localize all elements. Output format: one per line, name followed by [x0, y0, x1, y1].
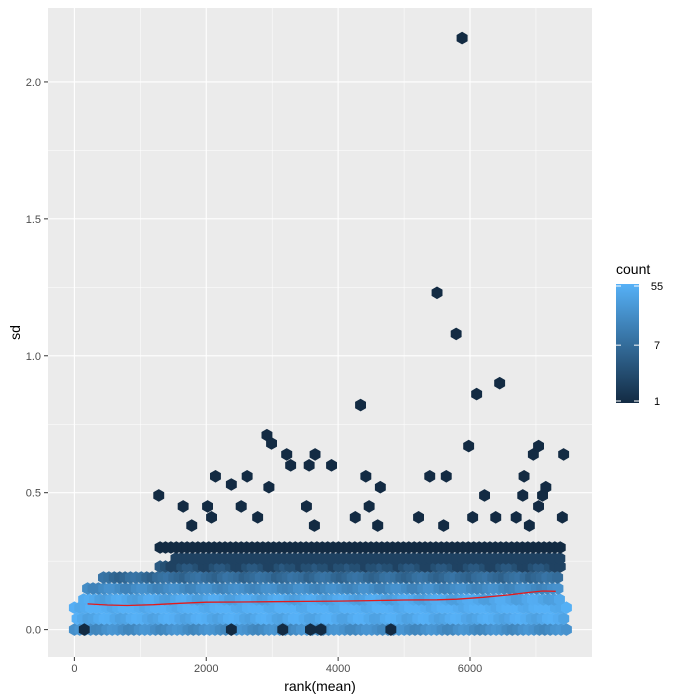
hexbin-cell: [263, 480, 275, 494]
y-tick-label: 1.0: [26, 351, 41, 363]
hexbin-cells: [68, 31, 572, 636]
hexbin-cell: [374, 480, 386, 494]
hexbin-cell: [431, 286, 443, 300]
hexbin-cell: [355, 398, 366, 412]
hexbin-cell: [510, 511, 522, 524]
hexbin-cell: [456, 31, 468, 45]
hexbin-cell: [552, 571, 564, 584]
legend-label: 7: [654, 340, 660, 352]
hexbin-cell: [177, 500, 189, 513]
legend-label: 55: [651, 281, 663, 293]
legend-title: count: [616, 261, 650, 277]
hexbin-cell: [554, 560, 566, 573]
hexbin-cell: [326, 459, 337, 472]
hexbin-cell: [471, 387, 483, 401]
hexbin-cell: [533, 500, 544, 513]
hexbin-cell: [186, 519, 198, 532]
hexbin-cell: [252, 511, 264, 524]
y-axis: 0.0 0.5 1.0 1.5 2.0: [26, 77, 48, 637]
hexbin-cell: [372, 519, 384, 532]
hexbin-cell: [523, 519, 535, 532]
hexbin-cell: [266, 437, 277, 450]
y-tick-label: 2.0: [26, 77, 41, 89]
y-axis-title: sd: [7, 325, 23, 340]
hexbin-cell: [479, 489, 490, 502]
hexbin-cell: [440, 470, 452, 483]
hexbin-cell: [305, 623, 316, 636]
hexbin-cell: [225, 478, 237, 491]
hexbin-cell: [558, 448, 570, 461]
x-axis-title: rank(mean): [284, 678, 356, 694]
hexbin-cell: [277, 623, 289, 636]
y-tick-label: 1.5: [26, 214, 41, 226]
y-tick-label: 0.5: [26, 488, 41, 500]
hexbin-cell: [540, 480, 552, 494]
x-tick-label: 0: [71, 663, 77, 675]
hexbin-cell: [467, 511, 479, 524]
hexbin-cell: [561, 623, 572, 636]
hexbin-cell: [527, 448, 539, 461]
hexbin-cell: [241, 470, 253, 483]
hexbin-cell: [450, 327, 462, 341]
hexbin-cell: [533, 439, 544, 453]
x-tick-label: 2000: [194, 663, 218, 675]
legend-label: 1: [654, 396, 660, 408]
hexbin-cell: [518, 470, 530, 483]
minor-gridlines: [48, 8, 592, 657]
hexbin-cell: [303, 459, 315, 472]
hexbin-cell: [309, 448, 321, 461]
x-tick-label: 6000: [458, 663, 482, 675]
hexbin-cell: [385, 623, 397, 636]
hexbin-cell: [490, 511, 502, 524]
hexbin-cell: [210, 470, 221, 483]
hexbin-cell: [494, 376, 506, 390]
hexbin-cell: [360, 470, 372, 483]
hexbin-cell: [78, 623, 90, 636]
hexbin-cell: [554, 593, 565, 606]
hexbin-cell: [315, 623, 327, 636]
hexbin-cell: [285, 459, 297, 472]
hexbin-cell: [558, 612, 570, 625]
hexbin-cell: [308, 519, 320, 532]
hexbin-cell: [424, 470, 436, 483]
hexbin-cell: [561, 601, 572, 614]
hexbin-cell: [363, 500, 375, 513]
trend-line: [87, 590, 556, 607]
hexbin-cell: [438, 519, 450, 532]
x-tick-label: 4000: [326, 663, 350, 675]
x-axis: 0 2000 4000 6000: [71, 657, 482, 675]
hexbin-cell: [413, 511, 424, 524]
hexbin-cell: [202, 500, 213, 513]
hexbin-cell: [556, 511, 568, 524]
hexbin-cell: [463, 439, 475, 453]
hexbin-cell: [554, 541, 566, 554]
hexbin-cell: [235, 500, 247, 513]
legend-colorbar: [616, 284, 639, 403]
hexbin-cell: [206, 511, 217, 524]
hexbin-cell: [349, 511, 361, 524]
hexbin-cell: [281, 448, 293, 461]
hexbin-cell: [554, 552, 566, 565]
hexbin-cell: [517, 489, 529, 502]
hexbin-cell: [301, 500, 312, 513]
y-tick-label: 0.0: [26, 625, 41, 637]
hexbin-cell: [153, 489, 165, 502]
hexbin-cell: [225, 623, 237, 636]
